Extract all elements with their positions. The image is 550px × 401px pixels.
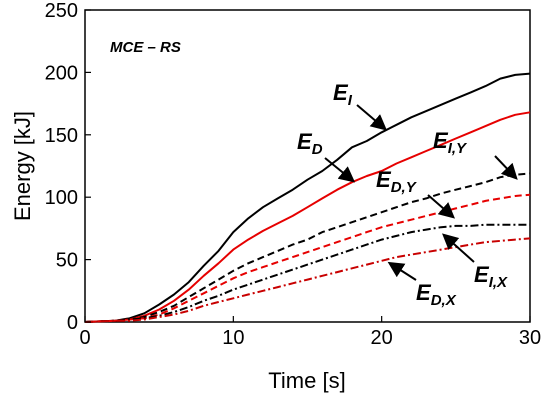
svg-text:ED,Y: ED,Y [376, 167, 418, 196]
ticks-layer: 0 10 20 30 0 50 100 150 200 250 [45, 0, 542, 349]
annotation-eiy: EI,Y [433, 128, 518, 180]
chart-title: MCE – RS [110, 39, 181, 56]
y-axis-label: Energy [kJ] [10, 111, 35, 221]
annotation-eix-arrow [442, 233, 475, 263]
annotation-ei: EI [333, 80, 388, 131]
plot-frame [84, 9, 531, 323]
annotation-edx-arrow [387, 261, 417, 281]
series-layer [84, 72, 531, 323]
series-line-ei [84, 72, 531, 323]
annotation-ed-arrow [324, 157, 356, 183]
y-tick-label: 100 [45, 187, 78, 209]
svg-text:EI: EI [333, 80, 353, 109]
annotation-eiy-arrow [494, 155, 518, 180]
y-tick-label: 0 [67, 312, 78, 334]
series-line-ed [84, 111, 531, 323]
annotation-layer: EI ED EI,Y ED,Y EI,X ED,X [297, 80, 518, 309]
annotation-ei-arrow [356, 104, 388, 131]
series-line-eiy [84, 172, 531, 323]
series-line-eix [84, 223, 530, 323]
annotation-edx: ED,X [387, 261, 457, 309]
annotation-edy: ED,Y [376, 167, 456, 219]
svg-text:ED: ED [297, 129, 323, 158]
annotation-edy-arrow [427, 194, 456, 219]
series-line-edx [84, 237, 531, 323]
svg-text:EI,X: EI,X [474, 262, 508, 291]
x-tick-label: 20 [371, 327, 393, 349]
y-tick-label: 150 [45, 125, 78, 147]
x-tick-label: 30 [519, 327, 541, 349]
svg-text:ED,X: ED,X [416, 280, 457, 309]
x-tick-label: 0 [79, 327, 90, 349]
annotation-ed: ED [297, 129, 356, 183]
y-tick-label: 250 [45, 0, 78, 22]
x-tick-label: 10 [222, 327, 244, 349]
y-tick-label: 200 [45, 62, 78, 84]
annotation-eix: EI,X [442, 233, 508, 291]
y-tick-label: 50 [56, 250, 78, 272]
svg-text:EI,Y: EI,Y [433, 128, 468, 157]
series-line-edy [84, 193, 531, 323]
x-axis-label: Time [s] [268, 368, 345, 393]
